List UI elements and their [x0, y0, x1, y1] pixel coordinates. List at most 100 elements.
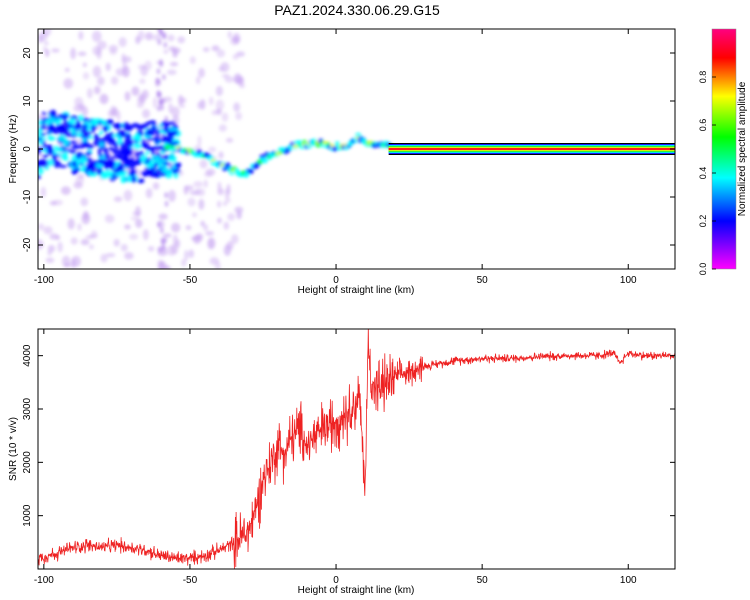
spectrogram-noise-cell [216, 49, 226, 58]
spectrogram-energy-cell [129, 138, 133, 147]
spectrogram-noise-cell [109, 49, 117, 56]
spectrogram-noise-cell [172, 49, 178, 58]
spectrogram-energy-cell [132, 143, 142, 150]
spectrogram-energy-cell [49, 136, 56, 141]
spectrogram-noise-cell [163, 96, 173, 103]
spectrogram-noise-cell [38, 223, 45, 231]
spectrogram-noise-cell [70, 237, 78, 245]
spectrogram-energy-cell [134, 133, 140, 139]
spectrogram-noise-cell [156, 105, 161, 112]
spectrogram-energy-cell [104, 170, 113, 179]
spectrogram-noise-cell [124, 252, 134, 260]
spectrogram-energy-cell [70, 140, 78, 145]
spectrogram-energy-cell [152, 121, 157, 127]
spectrogram-energy-cell [147, 167, 153, 174]
spectrogram-energy-cell [93, 140, 100, 146]
spectrogram-energy-cell [68, 118, 76, 125]
spectrogram-noise-cell [157, 91, 162, 98]
spectrogram-energy-cell [79, 128, 89, 133]
spectrogram-noise-cell [38, 239, 44, 250]
spectrogram-energy-cell [138, 150, 144, 157]
spectrogram-noise-cell [91, 30, 102, 42]
spectrogram-energy-cell [110, 156, 115, 160]
spectrogram-energy-cell [40, 159, 49, 168]
spectrogram-noise-cell [158, 213, 168, 220]
spectrogram-energy-cell [145, 151, 150, 156]
spectrogram-noise-cell [162, 233, 172, 238]
spectrogram-energy-cell [175, 162, 181, 169]
spectrogram-noise-cell [86, 88, 93, 99]
spectrogram-noise-cell [234, 76, 244, 84]
spectrogram-ridge-core [330, 143, 336, 148]
spectrogram-energy-cell [56, 123, 61, 131]
spectrogram-energy-cell [144, 167, 149, 175]
spectrogram-energy-cell [125, 147, 133, 155]
spectrogram-noise-cell [144, 32, 154, 41]
spectrogram-noise-cell [218, 66, 225, 72]
colorbar-label: Normalized spectral amplitude [737, 81, 748, 216]
spectrogram-energy-cell [99, 129, 103, 136]
spectrogram-noise-cell [130, 216, 139, 221]
snr-y-axis-label: SNR (10 * v/v) [8, 417, 19, 481]
colorbar-tick-label: 0.8 [698, 71, 708, 84]
spectrogram-noise-cell [169, 62, 179, 67]
spectrogram-x-tick-label: 50 [477, 275, 489, 286]
spectrogram-energy-cell [62, 156, 69, 161]
spectrogram-noise-cell [157, 39, 162, 46]
spectrogram-y-tick-label: 0 [22, 146, 33, 152]
spectrogram-energy-cell [147, 146, 156, 152]
spectrogram-noise-cell [164, 115, 169, 122]
spectrogram-energy-cell [168, 128, 177, 132]
spectrogram-energy-cell [51, 154, 60, 158]
spectrogram-noise-cell [232, 53, 239, 60]
snr-plot-area [38, 329, 675, 569]
spectrogram-noise-cell [227, 31, 232, 39]
spectrogram-noise-cell [39, 31, 48, 42]
spectrogram-noise-cell [82, 72, 90, 80]
spectrogram-energy-cell [75, 122, 80, 127]
spectrogram-ridge-cell [334, 141, 341, 147]
colorbar-tick-label: 0.2 [698, 215, 708, 228]
colorbar-tick-label: 0.6 [698, 119, 708, 132]
spectrogram-energy-cell [141, 144, 149, 148]
spectrogram-noise-cell [142, 109, 151, 119]
spectrogram-noise-cell [197, 135, 202, 147]
spectrogram-energy-cell [128, 124, 136, 129]
spectrogram-noise-cell [135, 35, 141, 45]
spectrogram-energy-cell [53, 160, 62, 168]
snr-x-tick-label: -50 [183, 575, 198, 586]
colorbar-gradient [712, 29, 736, 269]
spectrogram-noise-cell [77, 223, 82, 231]
spectrogram-noise-cell [229, 36, 239, 46]
spectrogram-noise-cell [209, 257, 220, 265]
spectrogram-noise-cell [215, 85, 224, 97]
spectrogram-noise-cell [239, 83, 246, 89]
spectrogram-noise-cell [60, 186, 71, 195]
spectrogram-energy-cell [127, 161, 136, 170]
spectrogram-noise-cell [77, 173, 85, 180]
spectrogram-noise-cell [187, 197, 196, 207]
spectrogram-energy-cell [41, 111, 47, 116]
colorbar: 0.0 0.2 0.4 0.6 0.8 Normalized spectral ampl… [698, 28, 748, 275]
spectrogram-energy-cell [99, 141, 104, 147]
spectrogram-noise-cell [57, 241, 63, 253]
snr-y-tick-label: 2000 [22, 451, 33, 474]
spectrogram-energy-cell [169, 152, 175, 157]
chart-title: PAZ1.2024.330.06.29.G15 [274, 2, 440, 18]
spectrogram-noise-cell [192, 212, 197, 218]
spectrogram-noise-cell [215, 99, 225, 111]
spectrogram-energy-cell [129, 169, 137, 175]
spectrogram-energy-cell [75, 132, 83, 138]
spectrogram-noise-cell [233, 102, 241, 112]
spectrogram-noise-cell [90, 230, 98, 239]
spectrogram-energy-cell [38, 167, 44, 175]
spectrogram-noise-cell [188, 249, 195, 259]
spectrogram-tone-band-red [388, 148, 675, 150]
spectrogram-y-tick-label: 20 [22, 47, 33, 59]
spectrogram-noise-cell [105, 253, 116, 258]
spectrogram-noise-cell [70, 47, 76, 60]
spectrogram-noise-cell [49, 233, 59, 240]
spectrogram-energy-cell [168, 120, 176, 126]
spectrogram-energy-cell [79, 156, 88, 164]
